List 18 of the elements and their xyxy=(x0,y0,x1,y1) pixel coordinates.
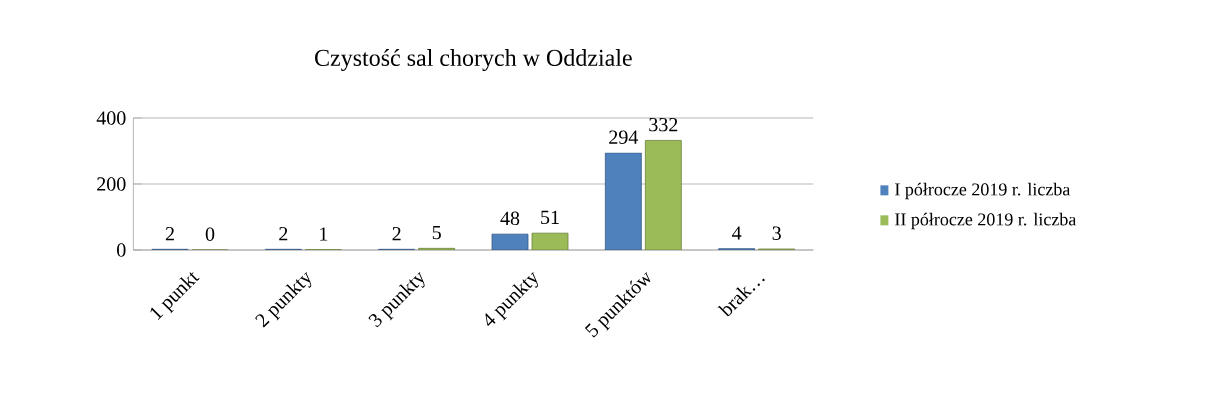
y-tick-label: 400 xyxy=(96,111,126,125)
data-label: 2 xyxy=(165,227,174,241)
legend-label: I półrocze 2019 r. liczba xyxy=(895,182,1071,200)
data-label: 5 xyxy=(432,225,441,240)
data-label: 294 xyxy=(609,130,639,144)
y-tick-label: 0 xyxy=(117,243,126,257)
data-label: 1 xyxy=(320,227,328,241)
data-label: 2 xyxy=(279,227,288,241)
data-label: 51 xyxy=(541,210,559,225)
chart-title: Czystość sal chorych w Oddziale xyxy=(315,49,632,71)
data-label: 0 xyxy=(205,227,215,241)
y-tick-label: 200 xyxy=(97,177,126,191)
data-label: 2 xyxy=(392,227,401,241)
data-label: 332 xyxy=(649,117,678,132)
legend-label: II półrocze 2019 r. liczba xyxy=(895,212,1077,230)
data-label: 48 xyxy=(500,211,520,226)
data-label: 3 xyxy=(772,226,781,240)
data-label: 4 xyxy=(732,226,742,240)
